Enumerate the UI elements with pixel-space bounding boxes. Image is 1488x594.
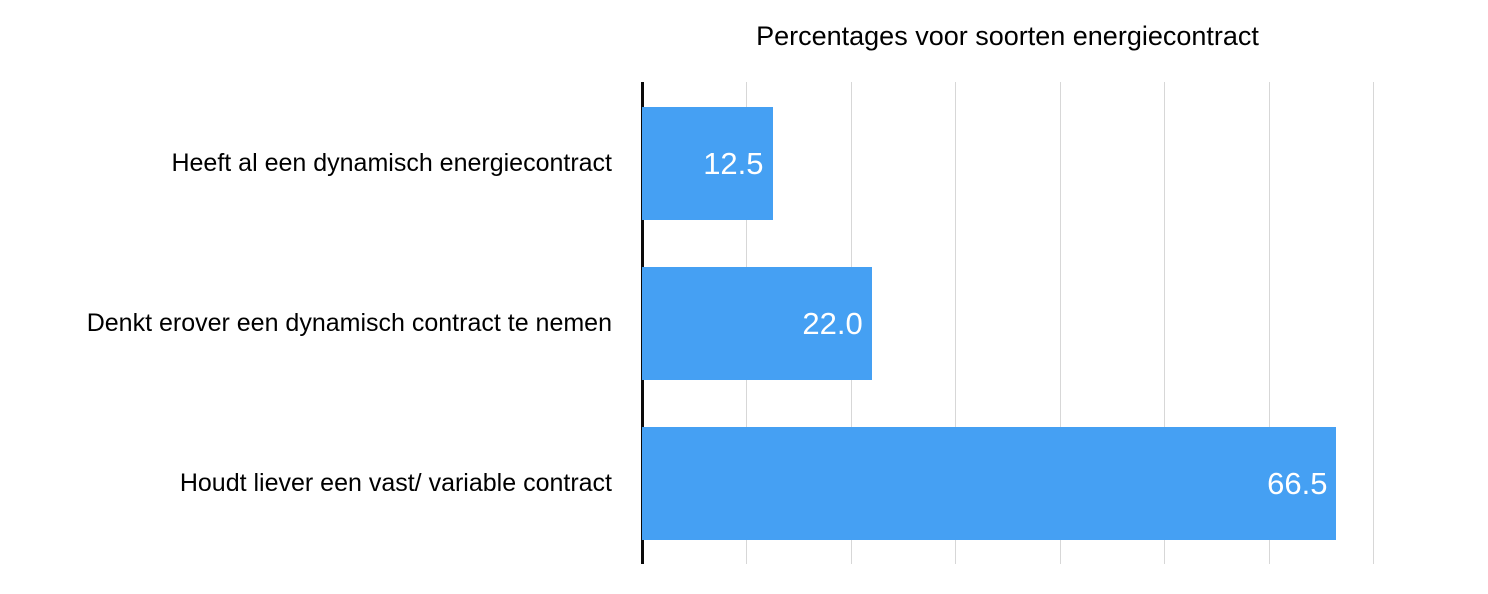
chart-rows: Heeft al een dynamisch energiecontract 12… xyxy=(0,82,1373,564)
bar-row: Denkt erover een dynamisch contract te n… xyxy=(0,267,1373,380)
bar-value-label: 12.5 xyxy=(703,145,764,181)
bar: 12.5 xyxy=(642,107,773,220)
gridline xyxy=(1373,82,1374,564)
bar-track: 22.0 xyxy=(642,267,1373,380)
bar-track: 66.5 xyxy=(642,427,1373,540)
bar-row: Heeft al een dynamisch energiecontract 12… xyxy=(0,107,1373,220)
bar-value-label: 22.0 xyxy=(802,305,863,341)
gridline xyxy=(955,82,957,564)
bar-value-label: 66.5 xyxy=(1267,465,1328,501)
gridline xyxy=(1059,82,1061,564)
gridline xyxy=(1164,82,1166,564)
bar: 22.0 xyxy=(642,267,872,380)
chart-title: Percentages voor soorten energiecontract xyxy=(756,21,1259,51)
category-label: Denkt erover een dynamisch contract te n… xyxy=(86,309,612,337)
gridline xyxy=(1268,82,1270,564)
category-label: Heeft al een dynamisch energiecontract xyxy=(171,149,612,177)
category-label: Houdt liever een vast/ variable contract xyxy=(179,469,612,497)
bar-row: Houdt liever een vast/ variable contract… xyxy=(0,427,1373,540)
bar: 66.5 xyxy=(642,427,1337,540)
bar-track: 12.5 xyxy=(642,107,1373,220)
